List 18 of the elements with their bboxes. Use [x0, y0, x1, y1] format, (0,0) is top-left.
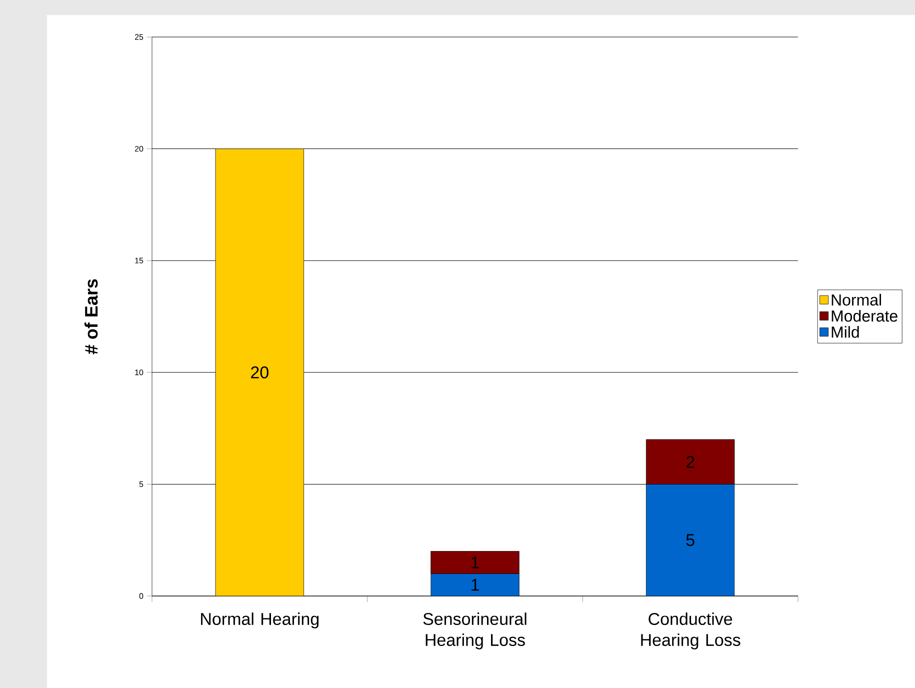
data-label: 1	[472, 556, 479, 568]
y-tick-label: 0	[139, 593, 144, 599]
y-tick-label: 5	[139, 481, 144, 487]
y-axis-title: # of Ears	[84, 279, 98, 354]
x-tick-label: Conductive Hearing Loss	[641, 612, 740, 650]
y-tick-label: 20	[134, 146, 144, 152]
x-tick-label: Sensorineural Hearing Loss	[423, 612, 526, 650]
data-label: 20	[251, 366, 268, 378]
x-tick-label: Normal Hearing	[201, 612, 319, 628]
legend-label: Normal	[832, 294, 881, 306]
y-tick-label: 15	[135, 258, 144, 264]
legend-label: Moderate	[832, 310, 898, 322]
y-tick-label: 10	[135, 370, 144, 376]
y-tick-label: 25	[134, 34, 144, 40]
data-label: 5	[686, 534, 694, 546]
legend-label: Mild	[832, 326, 859, 338]
data-label: 1	[472, 578, 479, 591]
data-label: 2	[686, 456, 694, 468]
